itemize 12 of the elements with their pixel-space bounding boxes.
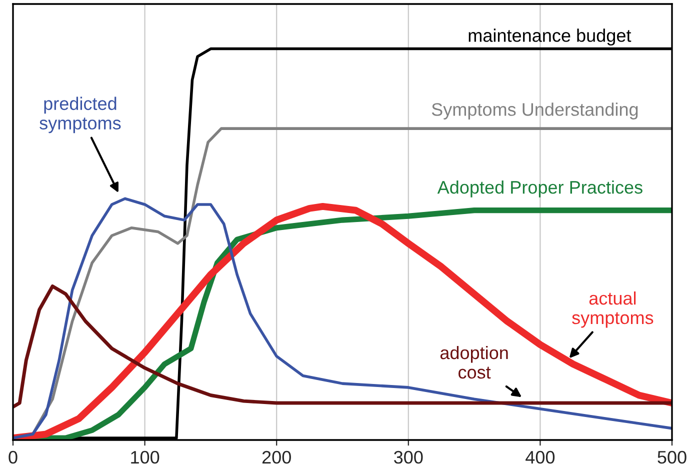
x-tick-label: 0 <box>8 450 18 464</box>
series-label: Adopted Proper Practices <box>437 180 642 198</box>
series-label: actual symptoms <box>572 291 654 328</box>
series-label: Symptoms Understanding <box>432 102 638 120</box>
text: predicted symptoms <box>40 96 121 134</box>
x-tick-label: 300 <box>394 450 423 464</box>
series-label: maintenance budget <box>468 28 632 46</box>
series-label: adoption cost <box>440 346 508 379</box>
x-tick-label: 500 <box>658 450 686 464</box>
x-tick-label: 100 <box>131 450 160 464</box>
x-tick-label: 200 <box>262 450 291 464</box>
x-tick-label: 400 <box>526 450 555 464</box>
